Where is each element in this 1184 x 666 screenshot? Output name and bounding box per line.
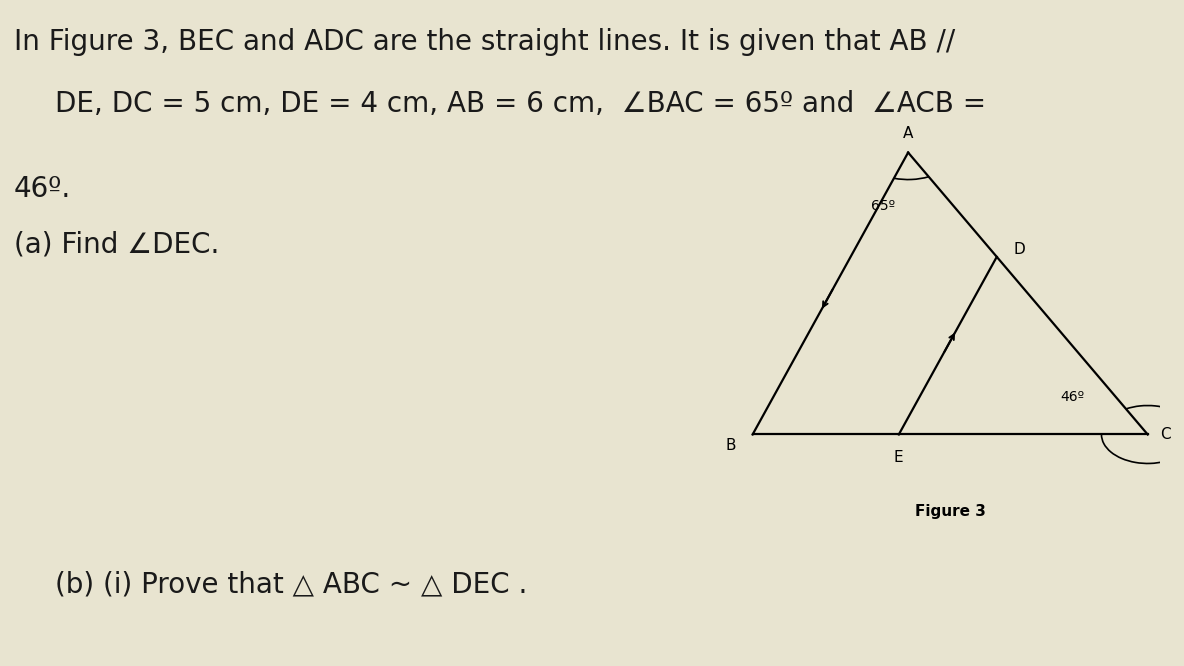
Text: 46º: 46º [1060,390,1085,404]
Text: E: E [894,450,903,465]
Text: B: B [726,438,735,454]
Text: 65º: 65º [871,199,895,213]
Text: Figure 3: Figure 3 [915,504,985,519]
Text: DE, DC = 5 cm, DE = 4 cm, AB = 6 cm,  ∠BAC = 65º and  ∠ACB =: DE, DC = 5 cm, DE = 4 cm, AB = 6 cm, ∠BA… [54,90,986,118]
Text: (b) (i) Prove that △ ABC ~ △ DEC .: (b) (i) Prove that △ ABC ~ △ DEC . [54,570,527,598]
Text: C: C [1160,427,1171,442]
Text: D: D [1014,242,1025,256]
Text: 46º.: 46º. [14,175,71,203]
Text: In Figure 3, BEC and ADC are the straight lines. It is given that AB //: In Figure 3, BEC and ADC are the straigh… [14,28,955,56]
Text: A: A [903,126,913,141]
Text: (a) Find ∠DEC.: (a) Find ∠DEC. [14,230,219,258]
